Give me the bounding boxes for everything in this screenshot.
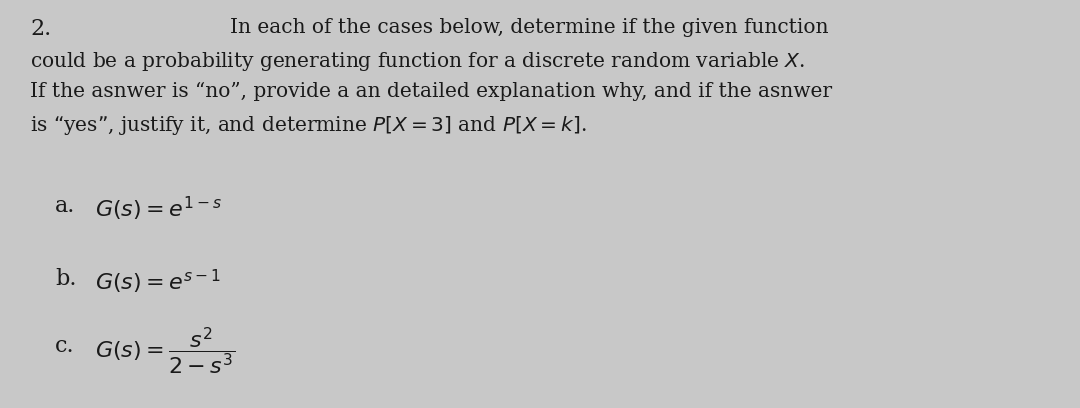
Text: $G(s) = e^{s-1}$: $G(s) = e^{s-1}$ [95,268,220,296]
Text: $G(s) = e^{1-s}$: $G(s) = e^{1-s}$ [95,195,222,223]
Text: In each of the cases below, determine if the given function: In each of the cases below, determine if… [230,18,828,37]
Text: c.: c. [55,335,75,357]
Text: b.: b. [55,268,77,290]
Text: If the asnwer is “no”, provide a an detailed explanation why, and if the asnwer: If the asnwer is “no”, provide a an deta… [30,82,832,101]
Text: $G(s) = \dfrac{s^2}{2-s^3}$: $G(s) = \dfrac{s^2}{2-s^3}$ [95,325,235,377]
Text: is “yes”, justify it, and determine $P[X = 3]$ and $P[X = k]$.: is “yes”, justify it, and determine $P[X… [30,114,586,137]
Text: 2.: 2. [30,18,51,40]
Text: a.: a. [55,195,76,217]
Text: could be a probability generating function for a discrete random variable $X$.: could be a probability generating functi… [30,50,805,73]
